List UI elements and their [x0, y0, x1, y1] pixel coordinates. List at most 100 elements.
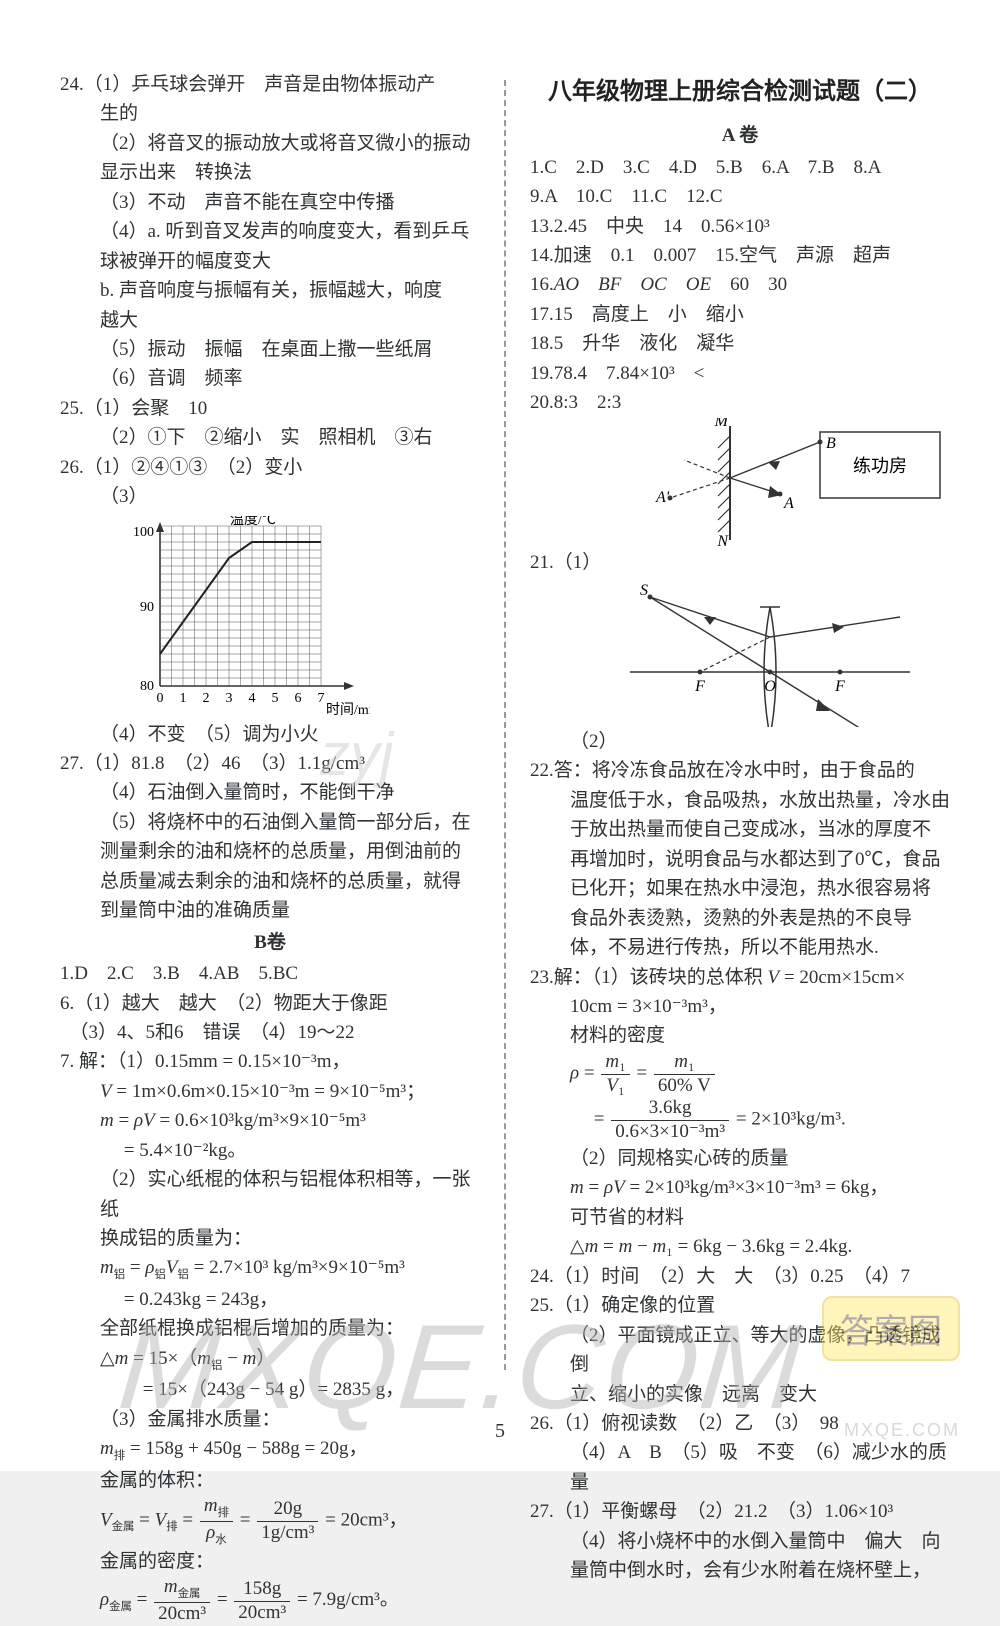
svg-text:F: F	[834, 678, 845, 695]
q23-eq1: ρ = m₁V₁ = m₁60% V	[530, 1051, 950, 1098]
q23-l7: △m = m − m₁ = 6kg − 3.6kg = 2.4kg.	[530, 1232, 950, 1261]
q27-l1: 27.（1）81.8 （2）46 （3）1.1g/cm³	[60, 749, 480, 778]
svg-text:80: 80	[140, 679, 154, 694]
q22-l5: 已化开；如果在热水中浸泡，热水很容易将	[530, 874, 950, 903]
right-column: 八年级物理上册综合检测试题（二） A 卷 1.C 2.D 3.C 4.D 5.B…	[530, 70, 950, 1380]
q23-l4: （2）同规格实心砖的质量	[530, 1144, 950, 1173]
q24-l2: （2）将音叉的振动放大或将音叉微小的振动	[60, 129, 480, 158]
svg-text:时间/min: 时间/min	[326, 702, 370, 716]
r26-l2: （4）A B （5）吸 不变 （6）减少水的质量	[530, 1438, 950, 1497]
svg-text:4: 4	[249, 691, 256, 706]
b-l3: （3）4、5和6 错误 （4）19～22	[60, 1018, 480, 1047]
b-q7k: = 15×（243g − 54 g）= 2835 g，	[60, 1375, 480, 1404]
b-l2: 6.（1）越大 越大 （2）物距大于像距	[60, 989, 480, 1018]
a-l6: 17.15 高度上 小 缩小	[530, 300, 950, 329]
q26-l1: 26.（1）②④①③ （2）变小	[60, 453, 480, 482]
q22-l3: 于放出热量而使自己变成冰，当冰的厚度不	[530, 815, 950, 844]
b-q7d: = 5.4×10⁻²kg。	[60, 1136, 480, 1165]
q24-l3: （3）不动 声音不能在真空中传播	[60, 188, 480, 217]
q22-l7: 体，不易进行传热，所以不能用热水.	[530, 933, 950, 962]
svg-text:A: A	[783, 495, 794, 512]
b-q7h: = 0.243kg = 243g，	[60, 1285, 480, 1314]
q27-l3: （5）将烧杯中的石油倒入量筒一部分后，在	[60, 808, 480, 837]
q24-l5b: 越大	[60, 306, 480, 335]
svg-text:A': A'	[655, 489, 670, 506]
svg-text:0: 0	[157, 691, 164, 706]
mirror-diagram: M N 练功房 B A A'	[650, 418, 950, 548]
b-q7n: 金属的体积：	[60, 1466, 480, 1495]
svg-text:练功房: 练功房	[853, 456, 907, 476]
q23-l2: 10cm = 3×10⁻³m³，	[530, 992, 950, 1021]
b-l1: 1.D 2.C 3.B 4.AB 5.BC	[60, 959, 480, 988]
r25-l2b: 立、缩小的实像 远离 变大	[530, 1380, 950, 1409]
a-l9: 20.8:3 2:3	[530, 388, 950, 417]
b-q7p: 金属的密度：	[60, 1547, 480, 1576]
q27-l3b: 测量剩余的油和烧杯的总质量，用倒油前的	[60, 837, 480, 866]
a-l5: 16.AO BF OC OE 60 30	[530, 270, 950, 299]
q27-l2: （4）石油倒入量筒时，不能倒干净	[60, 778, 480, 807]
b-q7q: ρ金属 = m金属20cm³ = 158g20cm³ = 7.9g/cm³。	[60, 1576, 480, 1625]
svg-text:2: 2	[203, 691, 210, 706]
r27-l2: （4）将小烧杯中的水倒入量筒中 偏大 向	[530, 1527, 950, 1556]
b-q7i: 全部纸棍换成铝棍后增加的质量为：	[60, 1314, 480, 1343]
q23-l3: 材料的密度	[530, 1021, 950, 1050]
a-l2: 9.A 10.C 11.C 12.C	[530, 182, 950, 211]
page-number: 5	[0, 1420, 1000, 1443]
right-title: 八年级物理上册综合检测试题（二）	[530, 74, 950, 111]
svg-text:N: N	[716, 533, 729, 548]
q25-l2: （2）①下 ②缩小 实 照相机 ③右	[60, 423, 480, 452]
a-l4: 14.加速 0.1 0.007 15.空气 声源 超声	[530, 241, 950, 270]
q24-l4b: 球被弹开的幅度变大	[60, 247, 480, 276]
svg-text:6: 6	[295, 691, 302, 706]
q25-l1: 25.（1）会聚 10	[60, 394, 480, 423]
svg-text:7: 7	[318, 691, 325, 706]
section-b-title: B卷	[60, 928, 480, 957]
r27-l3: 量筒中倒水时，会有少水附着在烧杯壁上，	[530, 1556, 950, 1585]
q23-l5: m = ρV = 2×10³kg/m³×3×10⁻³m³ = 6kg，	[530, 1173, 950, 1202]
q22-l1: 22.答：将冷冻食品放在冷水中时，由于食品的	[530, 756, 950, 785]
q24-l5: b. 声音响度与振幅有关，振幅越大，响度	[60, 276, 480, 305]
temperature-chart: 80 90 100 0 1 2 3 4 5 6 7 温度/℃ 时间/min	[120, 516, 370, 716]
q24-l4: （4）a. 听到音叉发声的响度变大，看到乒乓	[60, 217, 480, 246]
svg-text:M: M	[714, 418, 730, 430]
q23-l6: 可节省的材料	[530, 1203, 950, 1232]
b-q7o: V金属 = V排 = m排ρ水 = 20g1g/cm³ = 20cm³，	[60, 1495, 480, 1547]
q22-l2: 温度低于水，食品吸热，水放出热量，冷水由	[530, 786, 950, 815]
b-q7b: V V = 1m×0.6m×0.15×10⁻³m = 9×10⁻⁵m³；= 1m…	[60, 1077, 480, 1106]
q26-l2: （3）	[60, 482, 480, 511]
q27-l3d: 到量筒中油的准确质量	[60, 896, 480, 925]
b-q7g: m铝 = ρ铝V铝 = 2.7×10³ kg/m³×9×10⁻⁵m³	[60, 1253, 480, 1284]
q23-l1: 23.解：（1）该砖块的总体积 V = 20cm×15cm×	[530, 963, 950, 992]
svg-text:3: 3	[226, 691, 233, 706]
a-l3: 13.2.45 中央 14 0.56×10³	[530, 212, 950, 241]
q23-eq2: = 3.6kg0.6×3×10⁻³m³ = 2×10³kg/m³.	[530, 1097, 950, 1144]
q21-l2: （2）	[530, 727, 950, 756]
q22-l4: 再增加时，说明食品与水都达到了0℃，食品	[530, 845, 950, 874]
b-q7c: m = ρV = 0.6×10³kg/m³×9×10⁻⁵m³	[60, 1106, 480, 1135]
q24-l1: 24.（1）乒乓球会弹开 声音是由物体振动产	[60, 70, 480, 99]
b-q7a: 7. 解：（1）0.15mm = 0.15×10⁻³m，	[60, 1047, 480, 1076]
b-q7f: 换成铝的质量为：	[60, 1224, 480, 1253]
q27-l3c: 总质量减去剩余的油和烧杯的总质量，就得	[60, 867, 480, 896]
q26-l4: （4）不变 （5）调为小火	[60, 720, 480, 749]
b-q7e: （2）实心纸棍的体积与铝棍体积相等，一张纸	[60, 1165, 480, 1224]
b-q7j: △m = 15×（m铝 − m）	[60, 1344, 480, 1375]
page: 24.（1）乒乓球会弹开 声音是由物体振动产 生的 （2）将音叉的振动放大或将音…	[0, 0, 1000, 1471]
r25-l1: 25.（1）确定像的位置	[530, 1291, 950, 1320]
q24-l1b: 生的	[60, 99, 480, 128]
columns: 24.（1）乒乓球会弹开 声音是由物体振动产 生的 （2）将音叉的振动放大或将音…	[60, 70, 950, 1380]
svg-text:1: 1	[180, 691, 187, 706]
a-l7: 18.5 升华 液化 凝华	[530, 329, 950, 358]
q24-l2b: 显示出来 转换法	[60, 158, 480, 187]
a-l1: 1.C 2.D 3.C 4.D 5.B 6.A 7.B 8.A	[530, 153, 950, 182]
svg-text:S: S	[640, 582, 648, 599]
svg-text:F: F	[694, 678, 705, 695]
svg-text:90: 90	[140, 600, 154, 615]
section-a-title: A 卷	[530, 121, 950, 150]
r25-l2: （2）平面镜成正立、等大的虚像，凸透镜成倒	[530, 1321, 950, 1380]
column-divider	[504, 80, 506, 1370]
r27-l1: 27.（1）平衡螺母 （2）21.2 （3）1.06×10³	[530, 1497, 950, 1526]
svg-text:O: O	[764, 678, 776, 695]
svg-text:5: 5	[272, 691, 279, 706]
svg-text:B: B	[826, 435, 836, 452]
